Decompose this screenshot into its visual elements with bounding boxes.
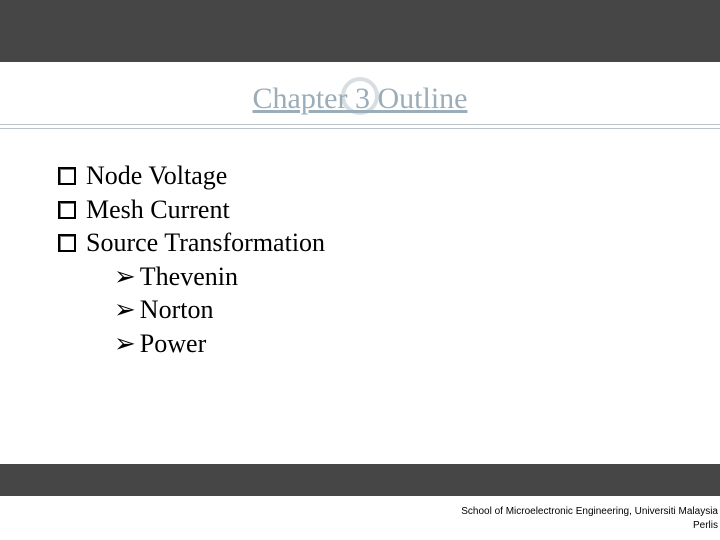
arrow-bullet-icon: ➢ [114, 294, 136, 327]
square-bullet-icon [58, 234, 76, 252]
sublist-item: ➢ Norton [114, 294, 680, 327]
list-item-text: Mesh Current [86, 194, 230, 227]
slide: Chapter 3 Outline Node Voltage Mesh Curr… [0, 0, 720, 540]
list-item: Mesh Current [58, 194, 680, 227]
sublist-item-text: Power [140, 328, 206, 361]
footer: School of Microelectronic Engineering, U… [0, 505, 720, 532]
sublist-item-text: Norton [140, 294, 214, 327]
sublist-item: ➢ Thevenin [114, 261, 680, 294]
bottom-band [0, 464, 720, 496]
list-item: Node Voltage [58, 160, 680, 193]
square-bullet-icon [58, 201, 76, 219]
list-item-text: Node Voltage [86, 160, 227, 193]
content-body: Node Voltage Mesh Current Source Transfo… [58, 160, 680, 361]
title-rule-bottom [0, 128, 720, 129]
slide-title: Chapter 3 Outline [253, 82, 468, 115]
footer-line-2: Perlis [0, 519, 718, 533]
arrow-bullet-icon: ➢ [114, 261, 136, 294]
footer-line-1: School of Microelectronic Engineering, U… [0, 505, 718, 519]
title-area: Chapter 3 Outline [0, 82, 720, 116]
sublist-item-text: Thevenin [140, 261, 238, 294]
title-rule-top [0, 124, 720, 125]
square-bullet-icon [58, 167, 76, 185]
sublist-item: ➢ Power [114, 328, 680, 361]
list-item: Source Transformation [58, 227, 680, 260]
arrow-bullet-icon: ➢ [114, 328, 136, 361]
top-band [0, 0, 720, 62]
list-item-text: Source Transformation [86, 227, 325, 260]
